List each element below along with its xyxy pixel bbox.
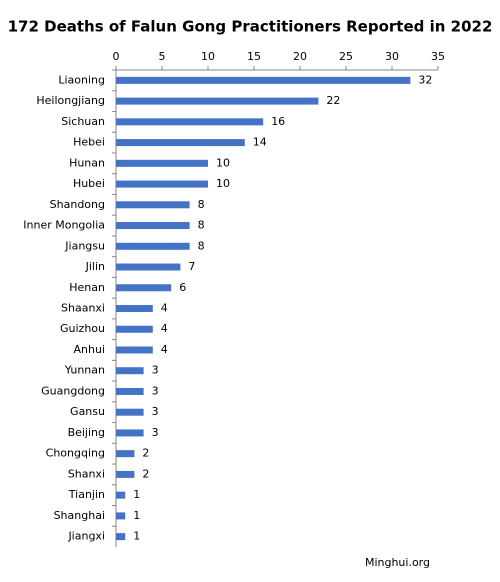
value-label: 6 bbox=[179, 281, 186, 294]
value-label: 2 bbox=[142, 467, 149, 480]
x-tick-label: 10 bbox=[201, 50, 215, 63]
value-label: 10 bbox=[216, 177, 230, 190]
y-tick-label: Inner Mongolia bbox=[23, 219, 105, 232]
value-label: 3 bbox=[152, 384, 159, 397]
value-label: 14 bbox=[253, 136, 267, 149]
bar bbox=[116, 97, 319, 105]
value-label: 16 bbox=[271, 115, 285, 128]
bar bbox=[116, 429, 144, 437]
x-tick-label: 25 bbox=[339, 50, 353, 63]
bar bbox=[116, 470, 135, 478]
y-tick-label: Shaanxi bbox=[61, 302, 105, 315]
bar bbox=[116, 325, 153, 333]
value-label: 1 bbox=[133, 530, 140, 543]
value-label: 1 bbox=[133, 488, 140, 501]
bar bbox=[116, 201, 190, 209]
value-label: 8 bbox=[198, 219, 205, 232]
bar bbox=[116, 305, 153, 312]
x-tick-label: 0 bbox=[113, 50, 120, 63]
value-label: 4 bbox=[161, 302, 168, 315]
bar bbox=[116, 533, 126, 541]
bar bbox=[116, 284, 172, 292]
bar bbox=[116, 367, 144, 375]
value-label: 8 bbox=[198, 239, 205, 252]
value-label: 2 bbox=[142, 447, 149, 460]
y-tick-label: Hubei bbox=[73, 177, 105, 190]
bar bbox=[116, 118, 264, 126]
bar bbox=[116, 180, 208, 188]
y-tick-label: Shandong bbox=[50, 198, 105, 211]
value-label: 22 bbox=[326, 94, 340, 107]
x-tick-label: 20 bbox=[293, 50, 307, 63]
x-tick-label: 35 bbox=[431, 50, 445, 63]
x-tick-label: 15 bbox=[247, 50, 261, 63]
value-label: 4 bbox=[161, 343, 168, 356]
y-tick-label: Hebei bbox=[73, 136, 105, 149]
y-tick-label: Jiangxi bbox=[67, 530, 105, 543]
y-tick-label: Heilongjiang bbox=[36, 94, 105, 107]
bar bbox=[116, 139, 245, 147]
y-tick-label: Beijing bbox=[68, 426, 105, 439]
value-label: 4 bbox=[161, 322, 168, 335]
source: Minghui.org bbox=[365, 556, 430, 569]
y-tick-label: Chongqing bbox=[46, 447, 105, 460]
value-label: 8 bbox=[198, 198, 205, 211]
value-label: 32 bbox=[418, 73, 432, 86]
bar bbox=[116, 387, 144, 395]
value-label: 3 bbox=[152, 364, 159, 377]
bar bbox=[116, 222, 190, 230]
bar bbox=[116, 159, 208, 167]
bar bbox=[116, 512, 126, 520]
y-tick-label: Liaoning bbox=[58, 73, 105, 86]
y-tick-label: Hunan bbox=[69, 156, 105, 169]
value-label: 7 bbox=[188, 260, 195, 273]
y-tick-label: Gansu bbox=[70, 405, 105, 418]
bar bbox=[116, 76, 411, 84]
bar bbox=[116, 408, 144, 416]
value-label: 10 bbox=[216, 156, 230, 169]
y-tick-label: Jiangsu bbox=[64, 239, 105, 252]
y-tick-label: Jilin bbox=[85, 260, 105, 273]
x-tick-label: 5 bbox=[159, 50, 166, 63]
y-tick-label: Henan bbox=[69, 281, 105, 294]
bar bbox=[116, 491, 126, 499]
bar bbox=[116, 450, 135, 458]
bar bbox=[116, 263, 181, 271]
y-tick-label: Sichuan bbox=[61, 115, 105, 128]
y-tick-label: Shanghai bbox=[54, 509, 105, 522]
value-label: 1 bbox=[133, 509, 140, 522]
x-tick-label: 30 bbox=[385, 50, 399, 63]
y-tick-label: Guizhou bbox=[60, 322, 105, 335]
chart-title: 172 Deaths of Falun Gong Practitioners R… bbox=[8, 18, 493, 36]
y-tick-label: Tianjin bbox=[68, 488, 105, 501]
value-label: 3 bbox=[152, 405, 159, 418]
bar bbox=[116, 242, 190, 250]
y-tick-label: Shanxi bbox=[68, 467, 105, 480]
bar bbox=[116, 346, 153, 354]
y-tick-label: Yunnan bbox=[64, 364, 105, 377]
y-tick-label: Guangdong bbox=[41, 384, 105, 397]
y-tick-label: Anhui bbox=[74, 343, 106, 356]
value-label: 3 bbox=[152, 426, 159, 439]
